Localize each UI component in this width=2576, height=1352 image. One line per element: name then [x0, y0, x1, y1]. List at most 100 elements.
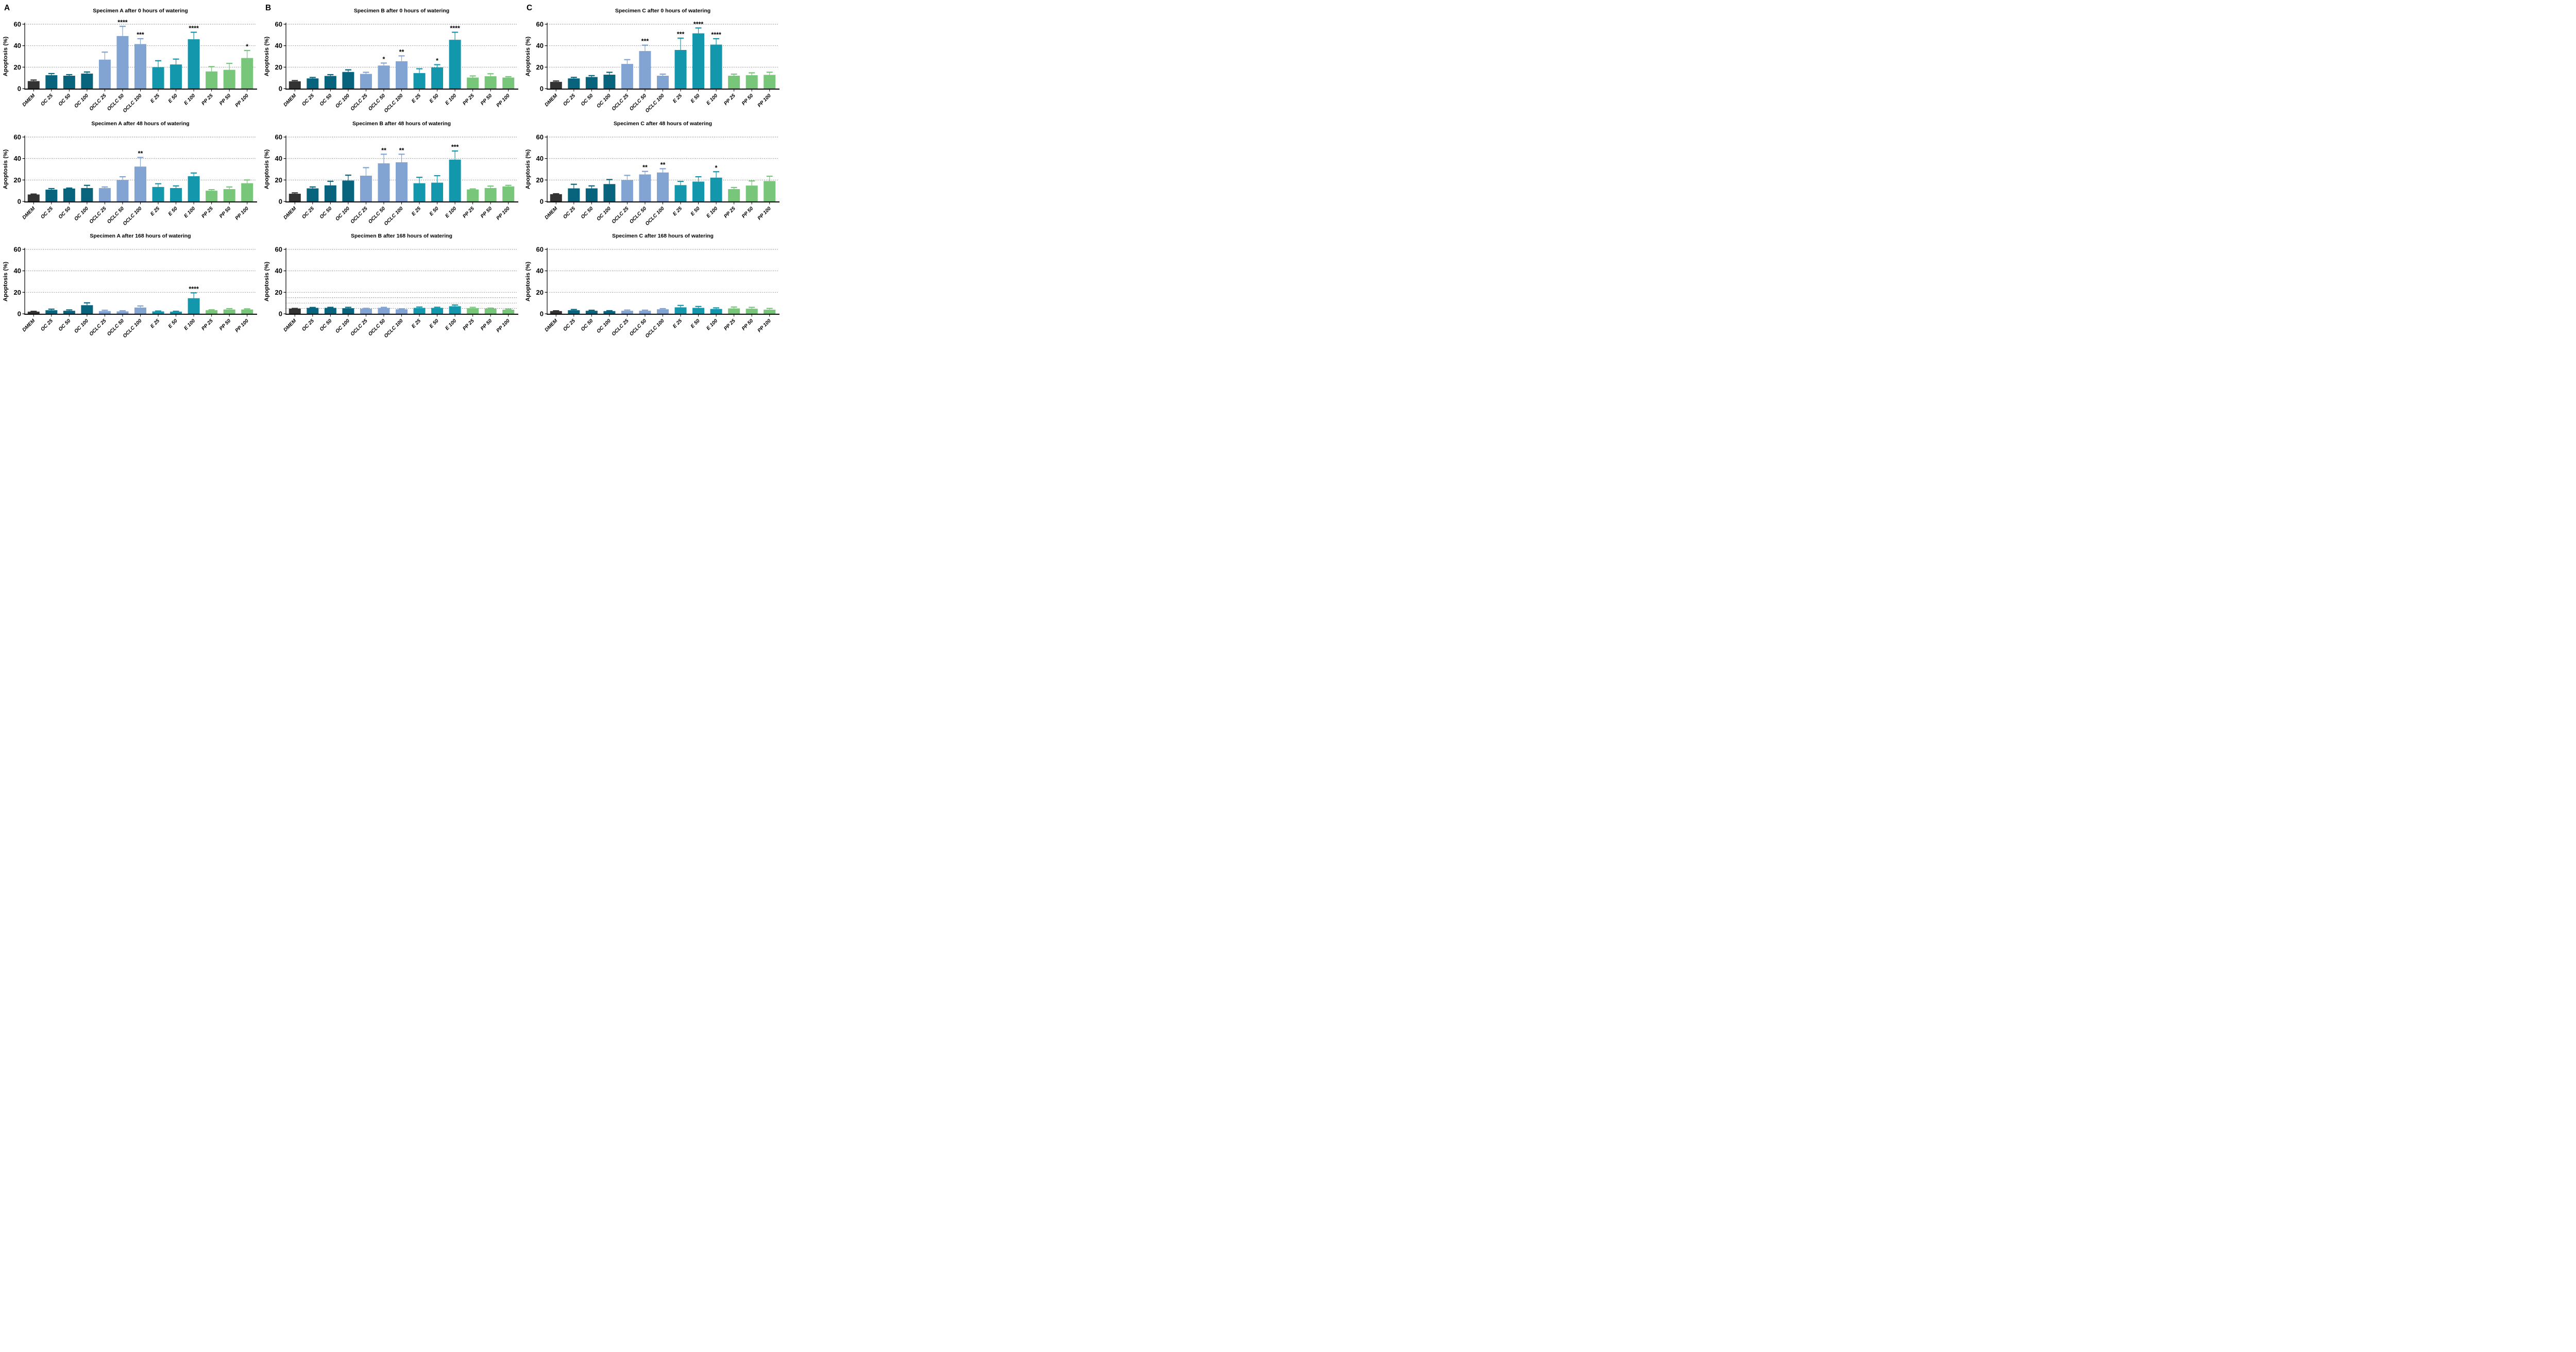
y-tick-label: 0: [540, 84, 544, 92]
x-tick-label: PP 100: [496, 93, 512, 109]
chart-panel-specimen-b-168h: Specimen B after 168 hours of watering 0 2…: [261, 225, 522, 338]
bar-oclc-25: [621, 179, 633, 201]
x-tick-label: E 100: [444, 93, 457, 106]
y-axis-label: Apoptosis (%): [264, 262, 270, 301]
bar-oclc-100: [656, 172, 669, 201]
sig-stars: ****: [117, 19, 128, 26]
x-tick-label: E 25: [672, 318, 683, 329]
bar-oclc-100: [656, 75, 669, 89]
bar-pp-50: [484, 76, 497, 89]
chart-panel-specimen-c-168h: Specimen C after 168 hours of watering 0 2…: [522, 225, 784, 338]
y-tick-label: 20: [275, 63, 282, 71]
chart-panel-specimen-c-48h: Specimen C after 48 hours of watering 0 20…: [522, 113, 784, 225]
bar-e-100: [710, 177, 722, 201]
x-tick-label: OCLC 100: [645, 93, 666, 113]
x-tick-label: PP 100: [496, 318, 512, 334]
y-tick-label: 60: [14, 133, 21, 141]
bar-pp-50: [223, 189, 235, 201]
bar-oc-100: [342, 180, 354, 201]
x-tick-label: E 25: [149, 318, 161, 329]
bar-oc-50: [324, 185, 336, 201]
x-tick-label: OC 25: [301, 206, 315, 220]
bar-e-25: [152, 311, 164, 314]
x-tick-label: DMEM: [282, 205, 298, 221]
bar-oclc-50: [639, 311, 651, 314]
bar-e-50: [431, 308, 444, 314]
x-tick-label: OC 50: [58, 206, 72, 220]
y-tick-label: 40: [536, 42, 544, 49]
x-tick-label: PP 100: [496, 206, 512, 222]
x-tick-label: E 100: [705, 318, 719, 331]
y-tick-label: 40: [14, 42, 21, 49]
x-tick-label: DMEM: [544, 205, 559, 221]
bar-pp-50: [484, 188, 497, 201]
bar-e-25: [413, 183, 426, 201]
y-tick-label: 40: [14, 155, 21, 162]
bar-oclc-25: [360, 309, 372, 314]
x-tick-label: OCLC 100: [122, 93, 143, 113]
x-tick-label: OC 50: [58, 318, 72, 332]
x-tick-label: E 25: [149, 206, 161, 217]
x-tick-label: E 100: [705, 206, 719, 219]
bar-pp-25: [206, 71, 218, 89]
chart-panel-specimen-a-48h: Specimen A after 48 hours of watering 0 20…: [0, 113, 261, 225]
y-tick-label: 40: [14, 267, 21, 275]
bar-oc-100: [603, 311, 616, 314]
chart-specimen-c-48h: Specimen C after 48 hours of watering 0 20…: [525, 121, 779, 225]
x-tick-label: OC 25: [301, 93, 315, 107]
bar-dmem: [289, 309, 301, 314]
bar-pp-100: [241, 58, 253, 89]
bar-oc-100: [342, 308, 354, 314]
bar-oc-100: [603, 74, 616, 89]
bar-dmem: [550, 311, 562, 314]
x-tick-label: E 100: [183, 206, 196, 219]
bar-pp-100: [241, 183, 253, 201]
x-tick-label: E 25: [672, 93, 683, 104]
y-axis-label: Apoptosis (%): [3, 149, 9, 189]
bar-e-100: [188, 298, 200, 314]
x-tick-label: PP 100: [234, 93, 250, 109]
panel-letter-b: B: [265, 4, 271, 12]
bar-oc-25: [45, 189, 58, 201]
bar-e-25: [674, 307, 687, 314]
x-tick-label: OC 25: [40, 93, 54, 107]
chart-specimen-b-168h: Specimen B after 168 hours of watering 0 2…: [264, 233, 518, 338]
chart-specimen-c-168h: Specimen C after 168 hours of watering 0 2…: [525, 233, 779, 338]
x-tick-label: E 50: [429, 93, 440, 104]
bar-e-100: [188, 39, 200, 89]
x-tick-label: E 100: [444, 318, 457, 331]
sig-stars: ***: [451, 143, 459, 150]
bar-oc-100: [81, 188, 93, 201]
bar-pp-50: [223, 70, 235, 89]
y-tick-label: 60: [536, 133, 544, 141]
y-tick-label: 20: [14, 63, 21, 71]
x-tick-label: OC 50: [58, 93, 72, 107]
y-tick-label: 20: [14, 176, 21, 183]
bar-oclc-100: [395, 309, 408, 314]
bar-pp-25: [728, 189, 740, 201]
bar-pp-25: [728, 308, 740, 314]
plot-title: Specimen C after 168 hours of watering: [612, 233, 714, 239]
bar-oc-25: [307, 308, 319, 314]
y-tick-label: 0: [18, 310, 21, 318]
x-tick-label: OC 25: [40, 206, 54, 220]
bar-oclc-100: [395, 162, 408, 201]
bar-oc-50: [63, 311, 75, 314]
bar-e-25: [152, 67, 164, 89]
bar-e-50: [170, 64, 182, 89]
x-tick-label: OCLC 25: [89, 93, 108, 112]
x-tick-label: OC 100: [73, 93, 90, 109]
x-tick-label: PP 50: [480, 206, 494, 219]
bar-e-25: [413, 308, 426, 314]
bar-oc-50: [63, 188, 75, 201]
x-tick-label: E 100: [705, 93, 719, 106]
y-tick-label: 60: [275, 133, 282, 141]
x-tick-label: E 50: [167, 93, 179, 104]
y-tick-label: 60: [536, 20, 544, 28]
bar-oclc-100: [395, 61, 408, 89]
bar-pp-100: [502, 186, 515, 201]
y-tick-label: 0: [279, 84, 282, 92]
sig-stars: ****: [450, 25, 460, 32]
x-tick-label: PP 50: [480, 318, 494, 332]
x-tick-label: PP 50: [218, 93, 232, 107]
